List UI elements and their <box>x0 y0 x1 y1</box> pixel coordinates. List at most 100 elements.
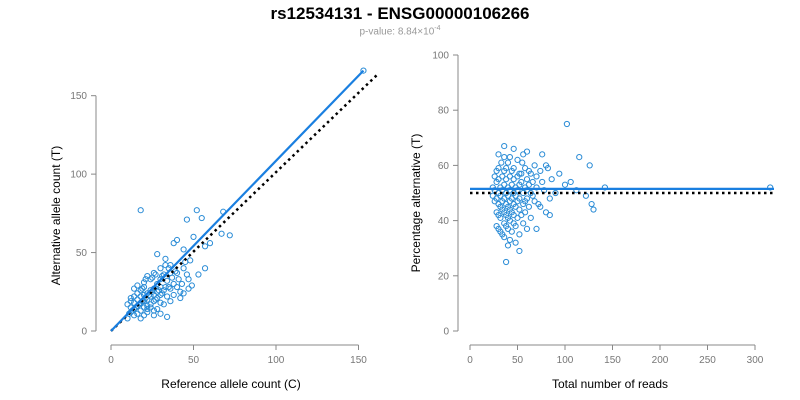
data-point <box>539 178 546 186</box>
data-point <box>127 298 134 305</box>
data-point <box>601 184 609 191</box>
data-point <box>508 228 515 235</box>
data-point <box>137 315 144 322</box>
data-point <box>150 298 157 305</box>
x-axis-label: Total number of reads <box>552 377 668 391</box>
data-point <box>573 187 580 194</box>
data-point <box>503 176 510 183</box>
data-point <box>147 301 154 308</box>
data-point <box>127 294 134 302</box>
data-point <box>523 225 531 232</box>
data-point <box>510 176 517 183</box>
data-point <box>154 251 161 258</box>
data-point <box>164 277 171 284</box>
y-tick-label: 100 <box>432 51 449 62</box>
data-point <box>173 236 181 244</box>
data-point <box>567 178 574 186</box>
x-axis-label: Reference allele count (C) <box>161 377 300 391</box>
data-point <box>157 265 164 272</box>
y-tick-label: 150 <box>70 91 87 102</box>
data-point <box>563 120 571 128</box>
fit-line <box>110 69 365 332</box>
data-point <box>493 178 500 186</box>
data-point <box>533 173 540 180</box>
x-tick-label: 50 <box>188 355 200 366</box>
data-point <box>170 240 177 247</box>
data-point <box>218 230 225 237</box>
data-point <box>183 216 190 223</box>
data-point <box>523 176 531 183</box>
data-point <box>157 310 164 317</box>
data-point <box>165 283 172 291</box>
subtitle-pvalue: p-value: 8.84×10 <box>359 26 435 38</box>
data-point <box>527 214 534 221</box>
y-tick-label: 80 <box>438 106 450 117</box>
data-point <box>164 313 171 320</box>
data-point <box>168 274 176 281</box>
data-point <box>198 214 205 222</box>
data-point <box>144 302 151 309</box>
data-point <box>514 156 521 163</box>
data-point <box>150 307 157 314</box>
data-point <box>190 233 197 240</box>
data-point <box>124 301 131 308</box>
data-point <box>188 282 195 289</box>
data-point <box>140 304 148 311</box>
data-point <box>497 214 504 221</box>
data-point <box>226 232 233 239</box>
data-point <box>537 167 544 175</box>
data-point <box>162 255 169 262</box>
data-point <box>504 159 512 166</box>
y-axis-label: Alternative allele count (T) <box>49 146 63 285</box>
data-point <box>512 223 519 230</box>
data-point <box>503 258 510 266</box>
data-point <box>134 290 141 297</box>
x-tick-label: 50 <box>512 355 524 366</box>
x-tick-label: 250 <box>699 355 716 366</box>
data-point <box>498 159 505 166</box>
data-point <box>518 170 525 177</box>
data-point <box>155 287 162 294</box>
data-point <box>140 283 148 291</box>
x-tick-label: 100 <box>557 355 574 366</box>
x-tick-label: 150 <box>604 355 621 366</box>
data-point <box>767 184 774 191</box>
data-point <box>167 298 174 305</box>
data-point <box>170 280 177 288</box>
data-point <box>180 246 187 253</box>
y-tick-label: 50 <box>76 248 88 259</box>
x-tick-label: 100 <box>268 355 285 366</box>
chart-title: rs12534131 - ENSG00000106266 <box>270 4 530 23</box>
subtitle-exponent: -4 <box>434 25 441 32</box>
data-point <box>556 170 563 177</box>
y-tick-label: 60 <box>438 161 450 172</box>
data-point <box>162 283 169 291</box>
data-point <box>520 200 527 208</box>
data-point <box>157 299 164 306</box>
x-tick-label: 200 <box>652 355 669 366</box>
data-point <box>185 276 192 283</box>
data-point <box>137 307 144 314</box>
data-point <box>546 195 553 202</box>
data-point <box>140 312 148 319</box>
y-tick-label: 100 <box>70 170 87 181</box>
left-scatter-panel: 0 50 100 150 0 50 100 150 Reference allele count… <box>49 67 380 391</box>
data-point <box>144 305 151 313</box>
data-point <box>159 290 166 297</box>
data-point <box>516 231 523 238</box>
data-point <box>537 203 544 210</box>
data-point <box>152 271 159 278</box>
data-point <box>525 203 533 210</box>
data-point <box>516 206 523 213</box>
data-point <box>134 310 141 317</box>
data-point <box>501 234 508 241</box>
data-point <box>495 151 502 158</box>
data-point <box>154 294 161 302</box>
data-point <box>173 269 181 277</box>
data-point <box>173 283 181 291</box>
data-point <box>185 285 192 292</box>
y-tick-label: 40 <box>438 216 450 227</box>
data-point <box>520 151 527 158</box>
data-point <box>152 296 159 303</box>
y-tick-label: 20 <box>438 271 450 282</box>
